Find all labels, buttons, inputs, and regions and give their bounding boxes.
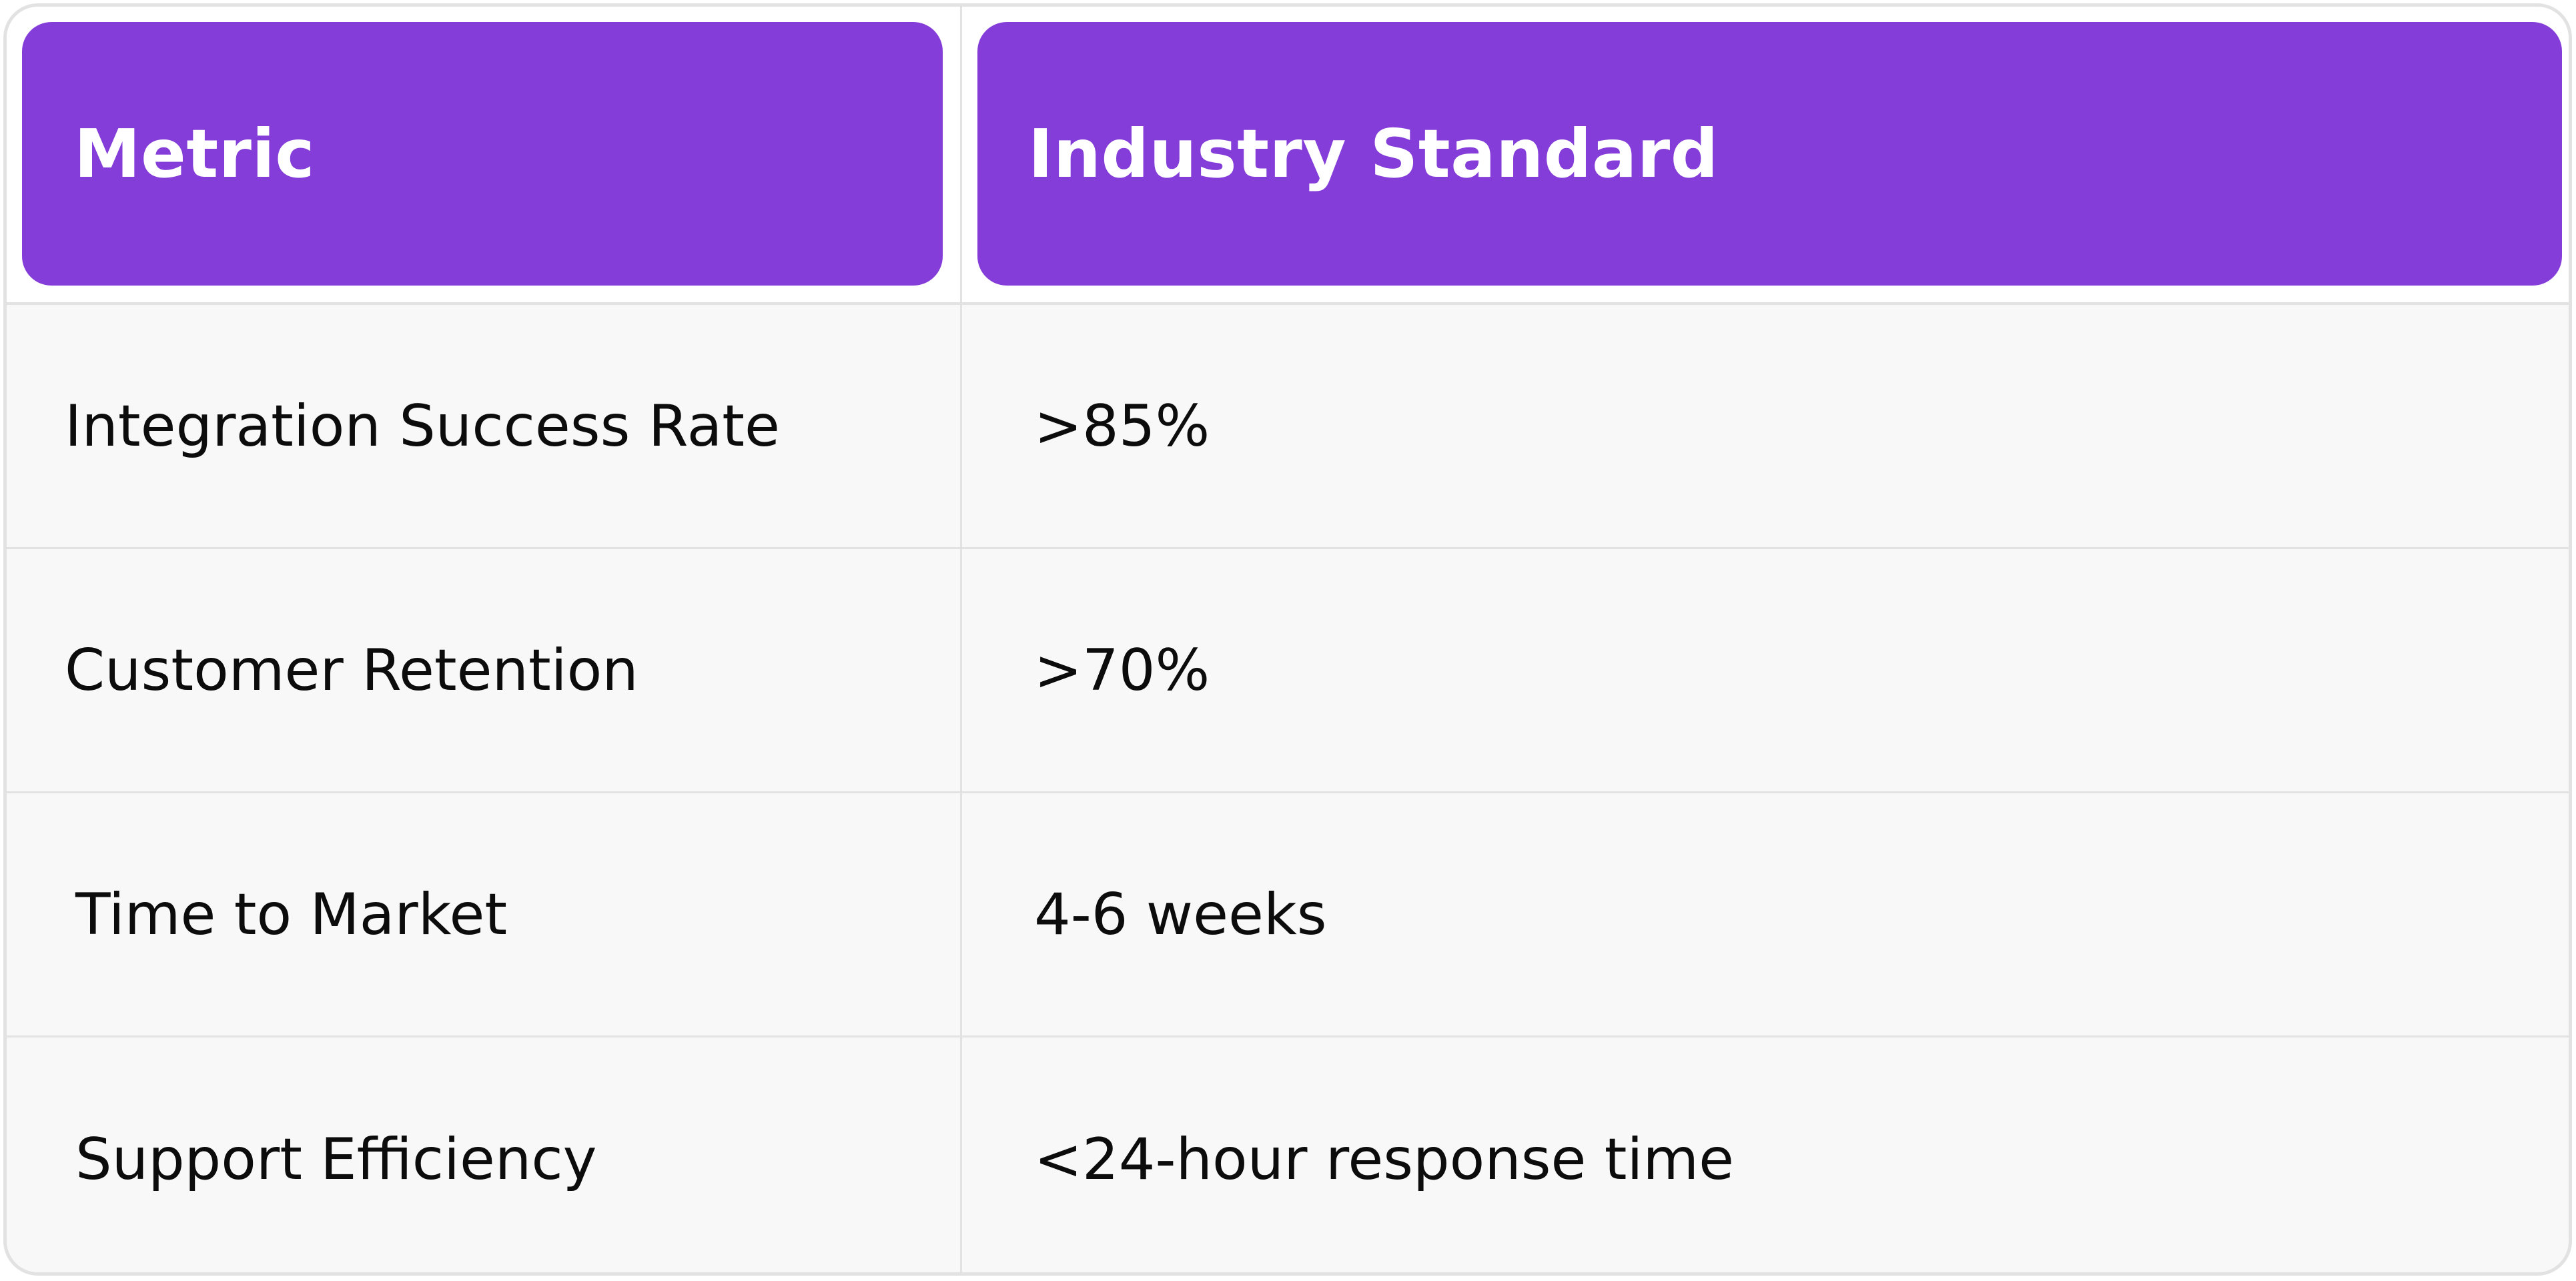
metrics-table: Metric Industry Standard Integration Suc…	[3, 3, 2572, 1276]
table-row: Integration Success Rate >85%	[7, 305, 2569, 549]
table-row: Time to Market 4-6 weeks	[7, 793, 2569, 1037]
metric-cell: Customer Retention	[65, 636, 638, 704]
column-header-label: Metric	[74, 115, 316, 193]
column-divider	[960, 7, 962, 1272]
standard-cell: <24-hour response time	[1034, 1126, 1735, 1193]
table-header-row: Metric Industry Standard	[7, 7, 2569, 305]
table-row: Support Efficiency <24-hour response tim…	[7, 1037, 2569, 1272]
standard-cell: >70%	[1034, 636, 1210, 704]
column-header-metric: Metric	[22, 22, 943, 286]
metric-cell: Time to Market	[75, 881, 508, 948]
standard-cell: 4-6 weeks	[1034, 881, 1327, 948]
metric-cell: Integration Success Rate	[65, 392, 780, 460]
column-header-industry-standard: Industry Standard	[977, 22, 2562, 286]
metric-cell: Support Efficiency	[75, 1126, 597, 1193]
standard-cell: >85%	[1034, 392, 1210, 460]
column-header-label: Industry Standard	[1028, 115, 1719, 193]
table-row: Customer Retention >70%	[7, 549, 2569, 793]
